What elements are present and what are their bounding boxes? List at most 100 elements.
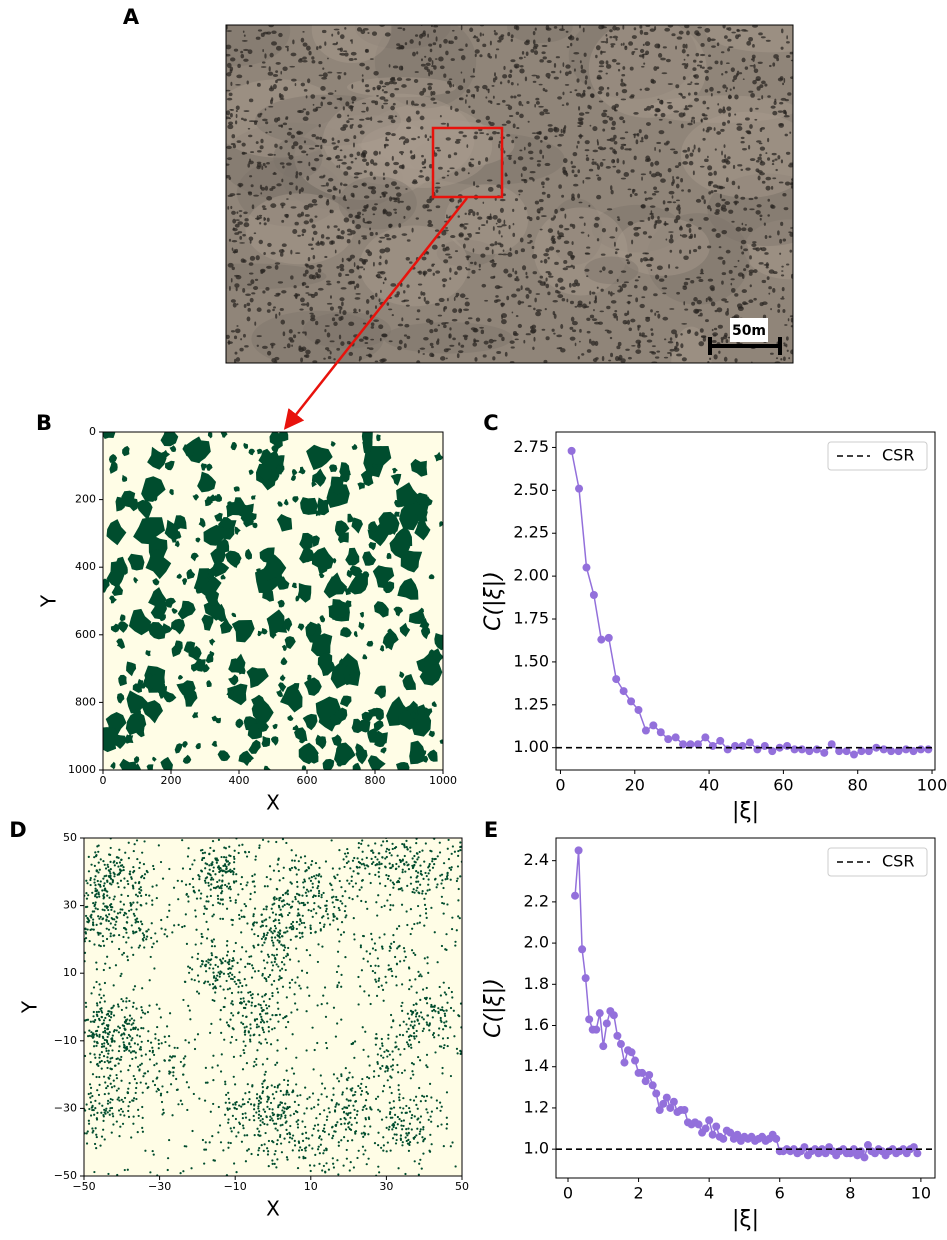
shrub (782, 356, 786, 361)
plant-point (253, 1133, 256, 1137)
shrub (531, 245, 535, 250)
vegetation-patch (389, 532, 410, 559)
y-tick-label: 1.00 (513, 737, 549, 756)
shrub (317, 287, 324, 291)
plant-point (352, 870, 355, 873)
shrub (772, 177, 777, 180)
shrub (599, 161, 604, 167)
plant-point (313, 902, 316, 905)
shrub (305, 95, 308, 99)
plant-point (94, 884, 97, 887)
shrub (483, 340, 489, 345)
shrub (389, 93, 395, 98)
shrub (516, 126, 520, 130)
vegetation-patch (304, 677, 322, 696)
shrub (343, 72, 347, 76)
plant-point (192, 885, 195, 889)
plant-point (424, 871, 427, 875)
shrub (637, 343, 641, 349)
shrub (620, 270, 627, 273)
shrub (586, 317, 591, 321)
shrub (288, 191, 292, 195)
shrub (384, 259, 388, 265)
plant-point (102, 860, 105, 863)
plant-point (389, 879, 392, 882)
plant-point (377, 965, 380, 968)
plant-point (102, 944, 106, 947)
plant-point (95, 1010, 98, 1014)
shrub (338, 272, 342, 278)
plant-point (417, 856, 420, 859)
shrub (315, 136, 320, 140)
shrub (247, 283, 252, 286)
plant-point (86, 928, 89, 931)
plant-point (207, 958, 210, 961)
plant-point (93, 1142, 97, 1146)
plant-point (280, 935, 284, 938)
plant-point (116, 1003, 120, 1006)
shrub (749, 158, 756, 162)
vegetation-patch (201, 614, 214, 631)
plant-point (232, 855, 236, 858)
plant-point (171, 1055, 175, 1058)
vegetation-patch (427, 749, 438, 762)
shrub (327, 101, 333, 106)
shrub (374, 203, 378, 206)
plant-point (240, 931, 243, 934)
shrub (443, 73, 447, 78)
shrub (631, 35, 637, 39)
shrub (288, 329, 293, 334)
shrub (398, 223, 402, 228)
shrub (780, 358, 783, 361)
shrub (365, 161, 370, 166)
shrub (295, 185, 298, 191)
plant-point (92, 928, 95, 931)
shrub (253, 286, 259, 291)
shrub (445, 253, 451, 256)
shrub (283, 346, 287, 349)
shrub (554, 135, 558, 138)
plant-point (274, 913, 278, 916)
shrub (568, 70, 572, 75)
plant-point (200, 942, 203, 945)
shrub (324, 255, 328, 259)
shrub (244, 345, 249, 348)
plant-point (243, 1102, 246, 1106)
shrub (392, 65, 399, 69)
shrub (572, 329, 577, 333)
shrub (590, 340, 596, 346)
plant-point (122, 866, 125, 869)
shrub (336, 113, 342, 119)
shrub (790, 76, 793, 79)
shrub (553, 26, 558, 29)
shrub (394, 87, 400, 91)
shrub (462, 243, 466, 249)
shrub (721, 72, 724, 76)
plant-point (110, 1012, 113, 1016)
vegetation-patch (227, 683, 248, 706)
plant-point (104, 1016, 107, 1020)
plant-point (425, 1021, 428, 1024)
plant-point (385, 855, 388, 859)
shrub (687, 146, 690, 152)
plant-point (74, 867, 76, 869)
shrub (727, 336, 731, 339)
shrub (429, 135, 432, 139)
shrub (499, 243, 504, 248)
shrub (547, 256, 550, 260)
shrub (687, 83, 692, 86)
shrub (331, 317, 336, 322)
shrub (570, 34, 573, 39)
plant-point (409, 882, 413, 885)
shrub (678, 209, 681, 215)
shrub (517, 156, 524, 161)
shrub (243, 34, 246, 37)
shrub (749, 208, 755, 211)
vegetation-patch (116, 693, 125, 704)
shrub (760, 36, 766, 39)
plant-point (347, 1076, 350, 1079)
shrub (569, 336, 576, 341)
plant-point (233, 980, 236, 983)
vegetation-patch (399, 622, 411, 637)
